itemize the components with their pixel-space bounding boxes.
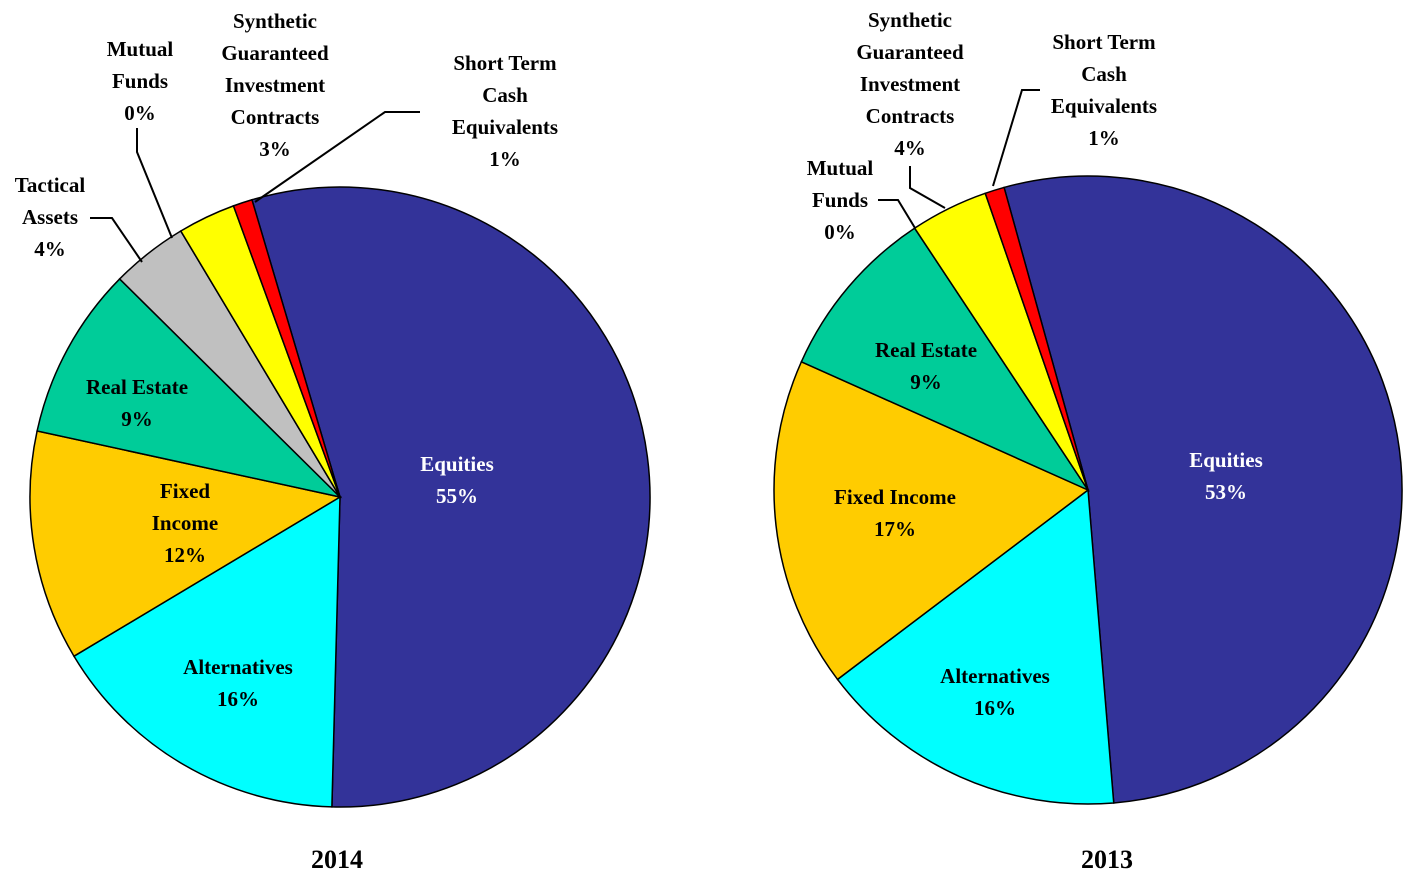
slice-label: Short Term Cash Equivalents 1% <box>435 47 575 175</box>
slice-name: Fixed Income <box>834 485 956 509</box>
leader-line <box>878 199 916 229</box>
pie-slice <box>773 360 1090 681</box>
slice-value: 55% <box>436 484 478 508</box>
slice-value: 3% <box>259 137 291 161</box>
pie-slice <box>800 227 1091 492</box>
leader-line <box>254 111 420 203</box>
pie-slice <box>836 488 1115 805</box>
slice-label: Equities 53% <box>1166 444 1286 508</box>
slice-value: 16% <box>217 687 259 711</box>
leader-line <box>136 128 173 239</box>
slice-name: Mutual Funds <box>806 156 874 212</box>
pie-slice <box>29 430 343 658</box>
slice-label: Mutual Funds 0% <box>100 33 180 129</box>
pie-slice <box>251 186 651 808</box>
slice-label: Alternatives 16% <box>910 660 1080 724</box>
slice-name: Mutual Funds <box>106 37 174 93</box>
chart-title: 2014 <box>311 845 363 874</box>
slice-name: Alternatives <box>183 655 293 679</box>
slice-value: 1% <box>1088 126 1120 150</box>
slice-label: Equities 55% <box>397 448 517 512</box>
pie-slice <box>984 186 1089 491</box>
slice-name: Synthetic Guaranteed Investment Contract… <box>856 8 964 128</box>
slice-value: 17% <box>874 517 916 541</box>
slice-label: Short Term Cash Equivalents 1% <box>1034 26 1174 154</box>
leader-lines <box>90 89 1040 263</box>
pie-slice <box>232 198 341 498</box>
slice-label: Fixed Income 17% <box>795 481 995 545</box>
leader-line <box>909 166 946 209</box>
slice-value: 1% <box>489 147 521 171</box>
slice-label: Tactical Assets 4% <box>5 169 95 265</box>
slice-label: Real Estate 9% <box>67 371 207 435</box>
slice-label: Synthetic Guaranteed Investment Contract… <box>205 5 345 165</box>
slice-value: 16% <box>974 696 1016 720</box>
slice-value: 4% <box>34 237 66 261</box>
slice-value: 0% <box>824 220 856 244</box>
slice-name: Alternatives <box>940 664 1050 688</box>
slice-name: Real Estate <box>85 375 189 399</box>
slice-name: Tactical Assets <box>14 173 86 229</box>
pie-slice <box>36 277 343 499</box>
slice-name: Synthetic Guaranteed Investment Contract… <box>221 9 329 129</box>
slice-label: Synthetic Guaranteed Investment Contract… <box>840 4 980 164</box>
pie-slice <box>72 495 341 808</box>
slice-name: Equities <box>420 452 494 476</box>
slice-label: Fixed Income 12% <box>140 475 230 571</box>
slice-value: 4% <box>894 136 926 160</box>
chart-title: 2013 <box>1081 845 1133 874</box>
slice-value: 0% <box>124 101 156 125</box>
slice-value: 53% <box>1205 480 1247 504</box>
slice-name: Equities <box>1189 448 1263 472</box>
slice-name: Fixed Income <box>151 479 219 535</box>
leader-line <box>90 217 143 263</box>
slice-value: 9% <box>910 370 942 394</box>
slice-label: Mutual Funds 0% <box>800 152 880 248</box>
slice-name: Short Term Cash Equivalents <box>451 51 559 139</box>
slice-value: 12% <box>164 543 206 567</box>
slice-label: Real Estate 9% <box>856 334 996 398</box>
slice-name: Real Estate <box>874 338 978 362</box>
leader-line <box>992 89 1040 187</box>
slice-name: Short Term Cash Equivalents <box>1050 30 1158 118</box>
slice-label: Alternatives 16% <box>153 651 323 715</box>
slice-value: 9% <box>121 407 153 431</box>
pie-slice <box>1003 175 1403 804</box>
